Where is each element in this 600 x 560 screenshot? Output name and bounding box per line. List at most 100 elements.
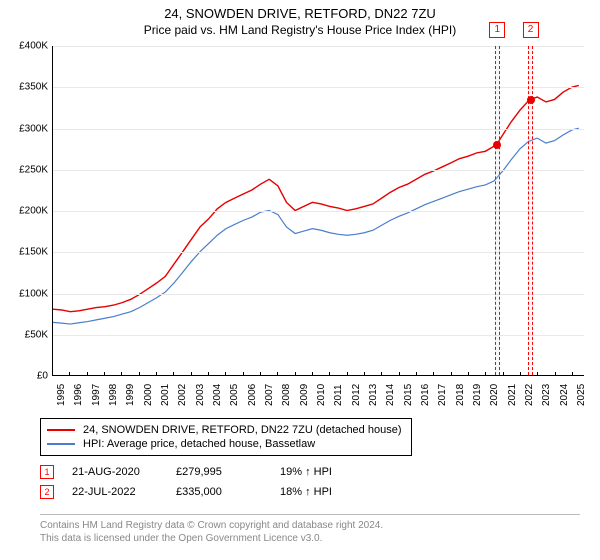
- legend-swatch: [47, 443, 75, 445]
- attribution-line2: This data is licensed under the Open Gov…: [40, 532, 580, 545]
- x-tick: [121, 372, 122, 376]
- sale-price: £335,000: [176, 486, 262, 498]
- x-axis-label: 2006: [247, 384, 258, 406]
- y-axis-label: £200K: [8, 206, 48, 217]
- gridline-h: [53, 294, 584, 295]
- legend-swatch: [47, 429, 75, 431]
- x-axis-label: 2014: [385, 384, 396, 406]
- x-axis-label: 1997: [91, 384, 102, 406]
- gridline-h: [53, 211, 584, 212]
- x-tick: [329, 372, 330, 376]
- gridline-h: [53, 170, 584, 171]
- x-axis-label: 2020: [489, 384, 500, 406]
- y-axis-label: £250K: [8, 164, 48, 175]
- x-tick: [433, 372, 434, 376]
- x-axis-label: 2004: [212, 384, 223, 406]
- attribution-line1: Contains HM Land Registry data © Crown c…: [40, 519, 580, 532]
- x-tick: [52, 372, 53, 376]
- x-axis-label: 2011: [333, 384, 344, 406]
- sale-price: £279,995: [176, 466, 262, 478]
- chart-container: 24, SNOWDEN DRIVE, RETFORD, DN22 7ZU Pri…: [0, 0, 600, 560]
- x-tick: [555, 372, 556, 376]
- x-tick: [537, 372, 538, 376]
- sale-marker-band: [495, 46, 500, 375]
- y-axis-label: £150K: [8, 247, 48, 258]
- x-axis-label: 2010: [316, 384, 327, 406]
- x-axis-label: 1999: [125, 384, 136, 406]
- series-line-price_paid: [53, 85, 579, 311]
- chart-subtitle: Price paid vs. HM Land Registry's House …: [0, 21, 600, 37]
- sale-marker-badge: 2: [523, 22, 539, 38]
- x-tick: [139, 372, 140, 376]
- legend-box: 24, SNOWDEN DRIVE, RETFORD, DN22 7ZU (de…: [40, 418, 412, 456]
- x-axis-label: 2009: [299, 384, 310, 406]
- x-axis-label: 2017: [437, 384, 448, 406]
- x-tick: [347, 372, 348, 376]
- sale-badge: 2: [40, 485, 54, 499]
- legend-label: HPI: Average price, detached house, Bass…: [83, 438, 315, 450]
- x-tick: [520, 372, 521, 376]
- legend-item: HPI: Average price, detached house, Bass…: [47, 437, 405, 451]
- attribution: Contains HM Land Registry data © Crown c…: [40, 514, 580, 545]
- x-axis-label: 2018: [455, 384, 466, 406]
- x-axis-label: 2022: [524, 384, 535, 406]
- y-axis-label: £0: [8, 371, 48, 382]
- plot-area: 12: [52, 46, 584, 376]
- x-axis-label: 2005: [229, 384, 240, 406]
- sale-date: 22-JUL-2022: [72, 486, 158, 498]
- x-tick: [451, 372, 452, 376]
- y-axis-label: £350K: [8, 82, 48, 93]
- x-tick: [225, 372, 226, 376]
- x-tick: [468, 372, 469, 376]
- sale-marker-dot: [493, 141, 501, 149]
- x-axis-label: 2003: [195, 384, 206, 406]
- gridline-h: [53, 252, 584, 253]
- sale-row: 1 21-AUG-2020 £279,995 19% ↑ HPI: [40, 462, 366, 482]
- x-axis-label: 2024: [559, 384, 570, 406]
- gridline-h: [53, 129, 584, 130]
- x-axis-label: 2023: [541, 384, 552, 406]
- x-tick: [416, 372, 417, 376]
- chart-title: 24, SNOWDEN DRIVE, RETFORD, DN22 7ZU: [0, 0, 600, 21]
- x-tick: [243, 372, 244, 376]
- x-axis-label: 1995: [56, 384, 67, 406]
- sale-marker-dot: [527, 96, 535, 104]
- x-tick: [399, 372, 400, 376]
- x-axis-label: 2016: [420, 384, 431, 406]
- sale-delta: 18% ↑ HPI: [280, 486, 366, 498]
- gridline-h: [53, 87, 584, 88]
- sale-delta: 19% ↑ HPI: [280, 466, 366, 478]
- x-tick: [156, 372, 157, 376]
- x-tick: [277, 372, 278, 376]
- y-axis-label: £50K: [8, 329, 48, 340]
- y-axis-label: £300K: [8, 123, 48, 134]
- x-tick: [260, 372, 261, 376]
- x-tick: [69, 372, 70, 376]
- x-axis-label: 2008: [281, 384, 292, 406]
- x-axis-label: 2007: [264, 384, 275, 406]
- x-axis-label: 2000: [143, 384, 154, 406]
- sale-date: 21-AUG-2020: [72, 466, 158, 478]
- sale-row: 2 22-JUL-2022 £335,000 18% ↑ HPI: [40, 482, 366, 502]
- sales-table: 1 21-AUG-2020 £279,995 19% ↑ HPI 2 22-JUL-202…: [40, 462, 366, 502]
- x-axis-label: 2025: [576, 384, 587, 406]
- y-axis-label: £100K: [8, 288, 48, 299]
- legend-label: 24, SNOWDEN DRIVE, RETFORD, DN22 7ZU (de…: [83, 424, 401, 436]
- x-axis-label: 2002: [177, 384, 188, 406]
- x-axis-label: 2019: [472, 384, 483, 406]
- x-tick: [485, 372, 486, 376]
- x-tick: [381, 372, 382, 376]
- y-axis-label: £400K: [8, 41, 48, 52]
- x-tick: [208, 372, 209, 376]
- x-axis-label: 2001: [160, 384, 171, 406]
- x-tick: [173, 372, 174, 376]
- x-tick: [572, 372, 573, 376]
- x-tick: [191, 372, 192, 376]
- x-axis-label: 2012: [351, 384, 362, 406]
- legend-item: 24, SNOWDEN DRIVE, RETFORD, DN22 7ZU (de…: [47, 423, 405, 437]
- gridline-h: [53, 335, 584, 336]
- series-line-hpi: [53, 128, 579, 324]
- x-tick: [364, 372, 365, 376]
- sale-badge: 1: [40, 465, 54, 479]
- x-tick: [312, 372, 313, 376]
